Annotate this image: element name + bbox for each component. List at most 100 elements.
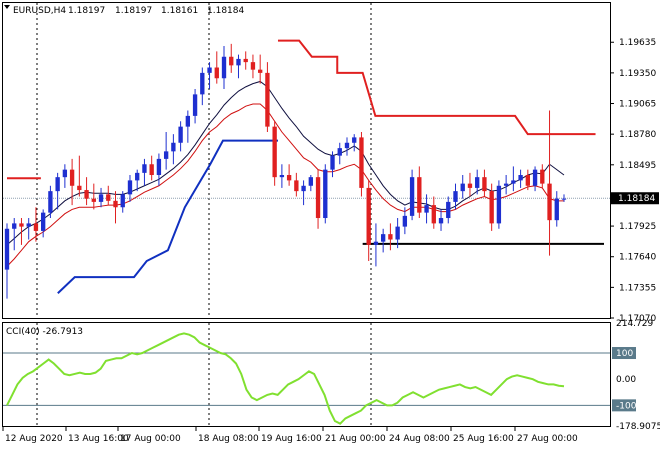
- candle: [69, 158, 75, 206]
- candle: [113, 191, 118, 224]
- candle-body: [489, 191, 494, 224]
- candle-body: [272, 126, 277, 178]
- candle-body: [431, 205, 436, 224]
- candle: [178, 121, 183, 152]
- time-tick-label: 17 Aug 00:00: [120, 434, 181, 444]
- candle-body: [395, 226, 400, 240]
- ma-path: [6, 103, 564, 267]
- current-price-badge: 1.18184: [611, 192, 659, 205]
- candle-body: [330, 155, 335, 170]
- candle: [207, 62, 212, 90]
- candle-body: [221, 56, 227, 79]
- cci-tick-label: 214.729: [616, 319, 653, 329]
- candle-body: [207, 67, 212, 73]
- candle: [192, 89, 198, 124]
- candle: [561, 194, 567, 202]
- candle-body: [561, 198, 567, 200]
- candle-body: [200, 72, 205, 95]
- time-tick-label: 27 Aug 00:00: [517, 434, 578, 444]
- candle: [135, 169, 140, 192]
- candle-body: [388, 234, 393, 240]
- candles: [4, 43, 567, 299]
- time-tick-label: 13 Aug 16:00: [68, 434, 129, 444]
- candle: [106, 185, 111, 206]
- candle-body: [532, 169, 538, 186]
- candle-body: [163, 151, 169, 159]
- price-tick-label: 1.18780: [619, 130, 656, 140]
- time-tick-label: 21 Aug 00:00: [325, 434, 386, 444]
- candle: [26, 218, 31, 240]
- candle-body: [286, 175, 292, 181]
- candle-body: [301, 185, 306, 192]
- candle-body: [48, 191, 53, 213]
- candle: [98, 187, 104, 208]
- header-open: 1.18197: [68, 6, 105, 16]
- candle: [84, 177, 89, 206]
- candle-body: [84, 190, 89, 199]
- candle-body: [525, 175, 531, 186]
- candle-body: [475, 177, 480, 188]
- cci-tick-label: 100: [616, 349, 633, 359]
- stop-segment: [277, 39, 596, 136]
- candle-body: [554, 198, 559, 221]
- candle: [460, 175, 465, 199]
- price-tick-label: 1.17640: [619, 253, 656, 263]
- candle-body: [40, 212, 46, 231]
- candle-body: [185, 115, 191, 127]
- candle: [402, 207, 408, 235]
- candle: [185, 110, 191, 143]
- candle: [323, 164, 328, 224]
- candle: [229, 43, 234, 73]
- candle-body: [192, 94, 198, 116]
- candle: [272, 121, 277, 186]
- candle-body: [359, 137, 364, 188]
- header-close: 1.18184: [207, 6, 244, 16]
- candle: [525, 169, 531, 191]
- candle-body: [380, 234, 386, 242]
- candle: [286, 164, 292, 186]
- candle: [554, 191, 559, 227]
- price-axis: 1.19635 1.19350 1.19065 1.18780 1.18495 1.179…: [610, 38, 656, 324]
- candle: [265, 62, 270, 133]
- header-symbol: EURUSD,H4: [13, 6, 66, 16]
- candle-body: [55, 177, 60, 192]
- header-low: 1.18161: [161, 6, 198, 16]
- time-tick-label: 18 Aug 08:00: [198, 434, 259, 444]
- candle-body: [446, 201, 451, 219]
- candle-body: [258, 69, 263, 73]
- candle: [496, 180, 502, 229]
- candle-body: [250, 62, 256, 70]
- candle-body: [294, 180, 299, 192]
- candle-body: [113, 200, 118, 208]
- candle-body: [236, 58, 241, 66]
- candle-body: [229, 56, 234, 66]
- chevron-down-icon[interactable]: [4, 5, 10, 9]
- ma-path: [6, 80, 565, 246]
- candle-body: [540, 169, 545, 184]
- candle: [19, 218, 24, 245]
- ma-fast-line: [6, 103, 564, 267]
- candle-body: [142, 164, 147, 173]
- candle-body: [178, 126, 183, 143]
- candle-body: [91, 198, 96, 202]
- cci-level-badge: [612, 399, 636, 412]
- candle: [33, 207, 39, 242]
- candle-body: [62, 169, 68, 178]
- price-tick-label: 1.19065: [619, 100, 656, 110]
- candle-body: [438, 218, 444, 224]
- candle: [352, 134, 357, 152]
- cci-tick-label: -100: [616, 401, 637, 411]
- candle: [12, 218, 17, 251]
- candle: [243, 51, 248, 70]
- candle: [511, 166, 516, 192]
- stop-segment: [57, 139, 278, 294]
- candle: [337, 142, 342, 165]
- candle: [55, 172, 60, 210]
- candle: [344, 137, 350, 156]
- candle-body: [366, 187, 371, 245]
- candle-body: [171, 142, 176, 152]
- candle: [417, 166, 422, 219]
- candle-body: [315, 177, 321, 219]
- header-high: 1.18197: [115, 6, 152, 16]
- candle: [279, 164, 285, 188]
